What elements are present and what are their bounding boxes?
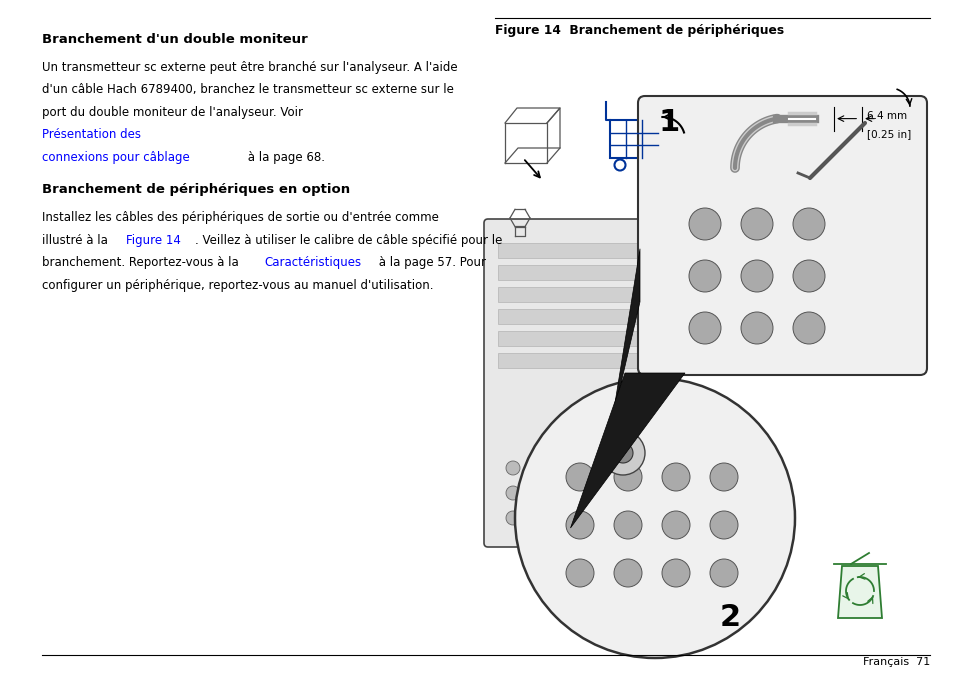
FancyBboxPatch shape <box>483 219 657 547</box>
Text: [0.25 in]: [0.25 in] <box>866 129 910 139</box>
Bar <box>497 243 642 258</box>
Circle shape <box>613 443 633 463</box>
FancyBboxPatch shape <box>638 96 926 375</box>
Circle shape <box>740 260 772 292</box>
Text: Caractéristiques: Caractéristiques <box>264 256 361 269</box>
Text: Figure 14: Figure 14 <box>126 234 181 247</box>
Circle shape <box>505 511 519 525</box>
Circle shape <box>565 511 579 525</box>
Text: à la page 68.: à la page 68. <box>244 151 325 164</box>
Text: Branchement de périphériques en option: Branchement de périphériques en option <box>42 184 350 197</box>
Circle shape <box>536 461 550 475</box>
Circle shape <box>614 463 641 491</box>
Text: branchement. Reportez-vous à la: branchement. Reportez-vous à la <box>42 256 242 269</box>
Circle shape <box>505 461 519 475</box>
Circle shape <box>792 260 824 292</box>
Text: Présentation des: Présentation des <box>42 129 141 141</box>
Circle shape <box>688 312 720 344</box>
Text: configurer un périphérique, reportez-vous au manuel d'utilisation.: configurer un périphérique, reportez-vou… <box>42 279 433 292</box>
Text: 1: 1 <box>659 108 679 137</box>
Polygon shape <box>611 249 639 423</box>
Bar <box>497 309 642 324</box>
Bar <box>497 353 642 368</box>
Bar <box>497 331 642 346</box>
Text: à la page 57. Pour: à la page 57. Pour <box>375 256 485 269</box>
Circle shape <box>709 511 738 539</box>
Bar <box>497 287 642 302</box>
Text: Un transmetteur sc externe peut être branché sur l'analyseur. A l'aide: Un transmetteur sc externe peut être bra… <box>42 61 457 74</box>
Circle shape <box>661 511 689 539</box>
Circle shape <box>505 486 519 500</box>
Circle shape <box>515 378 794 658</box>
Circle shape <box>614 559 641 587</box>
Circle shape <box>792 208 824 240</box>
Polygon shape <box>570 373 684 528</box>
Circle shape <box>661 463 689 491</box>
Bar <box>609 120 658 158</box>
Circle shape <box>709 559 738 587</box>
Circle shape <box>565 511 594 539</box>
Polygon shape <box>837 566 882 618</box>
Circle shape <box>661 559 689 587</box>
Circle shape <box>614 511 641 539</box>
Text: Branchement d'un double moniteur: Branchement d'un double moniteur <box>42 33 308 46</box>
Circle shape <box>565 461 579 475</box>
Circle shape <box>740 312 772 344</box>
Text: connexions pour câblage: connexions pour câblage <box>42 151 190 164</box>
Circle shape <box>792 312 824 344</box>
Text: Installez les câbles des périphériques de sortie ou d'entrée comme: Installez les câbles des périphériques d… <box>42 211 438 225</box>
Text: . Veillez à utiliser le calibre de câble spécifié pour le: . Veillez à utiliser le calibre de câble… <box>194 234 502 247</box>
Text: port du double moniteur de l'analyseur. Voir: port du double moniteur de l'analyseur. … <box>42 106 307 119</box>
Text: 2: 2 <box>720 603 740 632</box>
Circle shape <box>565 463 594 491</box>
Text: 6.4 mm: 6.4 mm <box>866 110 906 120</box>
Text: Figure 14  Branchement de périphériques: Figure 14 Branchement de périphériques <box>495 24 783 37</box>
Circle shape <box>709 463 738 491</box>
Text: d'un câble Hach 6789400, branchez le transmetteur sc externe sur le: d'un câble Hach 6789400, branchez le tra… <box>42 83 454 96</box>
Circle shape <box>688 260 720 292</box>
Circle shape <box>688 208 720 240</box>
Circle shape <box>600 431 644 475</box>
Bar <box>497 265 642 280</box>
Text: Français  71: Français 71 <box>862 657 929 667</box>
Circle shape <box>740 208 772 240</box>
Circle shape <box>565 486 579 500</box>
Circle shape <box>536 486 550 500</box>
Text: illustré à la: illustré à la <box>42 234 112 247</box>
Circle shape <box>565 559 594 587</box>
Circle shape <box>536 511 550 525</box>
